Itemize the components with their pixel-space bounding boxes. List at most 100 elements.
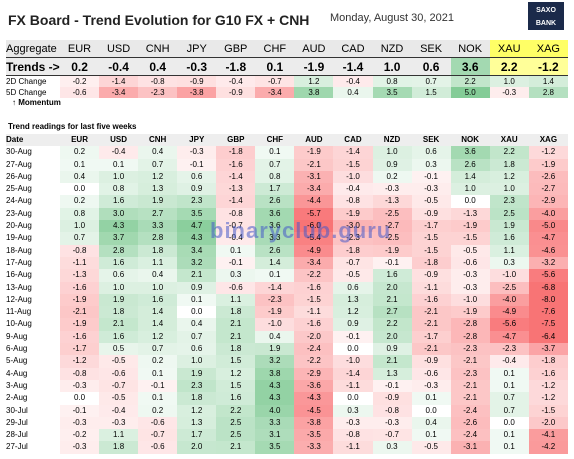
- value-cell: -3.4: [99, 87, 139, 98]
- value-cell: 1.0: [138, 281, 178, 294]
- value-cell: -0.1: [372, 256, 412, 270]
- value-cell: -0.9: [177, 75, 217, 87]
- value-cell: -1.0: [255, 318, 295, 331]
- row: 28-Jul -0.2 1.1 -0.7 1.7 2.5 3.1 -3.5 -0.8 -0.7 0.…: [6, 429, 568, 442]
- value-cell: 2.5: [216, 416, 256, 430]
- date: Monday, August 30, 2021: [330, 12, 454, 24]
- value-cell: 1.6: [216, 392, 256, 405]
- value-cell: -1.4: [333, 57, 373, 76]
- readings-title: Trend readings for last five weeks: [8, 122, 137, 131]
- value-cell: -1.4: [99, 75, 139, 87]
- readings-table: Date EUR USD CNH JPY GBP CHF AUD CAD NZD SEK NOK XAU…: [6, 134, 568, 454]
- value-cell: -1.0: [333, 355, 373, 368]
- value-cell: -1.7: [411, 220, 451, 233]
- value-cell: -0.1: [372, 379, 412, 393]
- value-cell: -2.1: [450, 355, 490, 368]
- value-cell: -2.5: [489, 281, 529, 294]
- row-label: 3-Aug: [6, 380, 28, 390]
- value-cell: 0.8: [99, 183, 139, 196]
- value-cell: 1.4: [255, 256, 295, 270]
- value-cell: -5.6: [528, 269, 568, 282]
- row: 5D Change -0.6 -3.4 -2.3 -3.8 -0.9 -3.4 3.8 0.4 3…: [6, 87, 568, 98]
- value-cell: -3.1: [294, 170, 334, 184]
- header: FX Board - Trend Evolution for G10 FX + …: [0, 0, 574, 38]
- value-cell: 1.7: [255, 183, 295, 196]
- value-cell: 2.1: [372, 293, 412, 307]
- value-cell: 1.0: [177, 355, 217, 368]
- value-cell: 2.2: [489, 57, 529, 76]
- value-cell: 1.6: [99, 195, 139, 208]
- value-cell: -2.1: [294, 158, 334, 171]
- value-cell: 2.2: [372, 318, 412, 331]
- value-cell: 3.6: [255, 207, 295, 221]
- column-header: NOK: [450, 134, 490, 147]
- value-cell: -0.4: [99, 146, 139, 159]
- value-cell: -1.5: [411, 232, 451, 245]
- column-header: SEK: [411, 134, 451, 147]
- value-cell: 4.3: [99, 220, 139, 233]
- value-cell: 0.2: [60, 146, 100, 159]
- value-cell: -0.6: [138, 416, 178, 430]
- row-label: 4-Aug: [6, 368, 28, 378]
- value-cell: -0.8: [372, 404, 412, 417]
- value-cell: 2.3: [177, 195, 217, 208]
- column-header: NZD: [372, 40, 412, 58]
- value-cell: 2.0: [177, 441, 217, 454]
- value-cell: 0.6: [177, 343, 217, 356]
- value-cell: -1.7: [60, 343, 100, 356]
- value-cell: -1.8: [216, 57, 256, 76]
- value-cell: -0.7: [138, 429, 178, 442]
- value-cell: -0.3: [489, 87, 529, 98]
- value-cell: -1.3: [450, 207, 490, 221]
- value-cell: -1.1: [294, 306, 334, 319]
- value-cell: -1.4: [216, 195, 256, 208]
- value-cell: -3.6: [294, 379, 334, 393]
- value-cell: -8.0: [528, 293, 568, 307]
- value-cell: 0.1: [255, 146, 295, 159]
- summary-table: Aggregate EUR USD CNH JPY GBP CHF AUD CAD NZD SEK N…: [6, 40, 568, 98]
- value-cell: 1.1: [216, 293, 256, 307]
- row-label: 6-Aug: [6, 344, 28, 354]
- value-cell: -0.3: [372, 183, 412, 196]
- value-cell: 0.1: [177, 293, 217, 307]
- column-header: CHF: [255, 134, 295, 147]
- value-cell: 0.1: [411, 429, 451, 442]
- value-cell: -4.0: [489, 293, 529, 307]
- value-cell: 0.0: [347, 393, 359, 403]
- value-cell: 1.8: [216, 306, 256, 319]
- value-cell: -1.6: [528, 367, 568, 380]
- row-label: 27-Aug: [6, 159, 32, 169]
- value-cell: 0.4: [138, 146, 178, 159]
- value-cell: -1.6: [294, 281, 334, 294]
- value-cell: 1.2: [333, 306, 373, 319]
- value-cell: -0.5: [411, 441, 451, 454]
- value-cell: 0.1: [138, 367, 178, 380]
- value-cell: 0.7: [60, 232, 100, 245]
- value-cell: 2.7: [138, 207, 178, 221]
- value-cell: -1.2: [60, 355, 100, 368]
- value-cell: -0.1: [60, 404, 100, 417]
- row: 2D Change -0.2 -1.4 -0.8 -0.9 -0.4 -0.7 1.2 -0.4…: [6, 75, 568, 87]
- value-cell: 0.3: [216, 269, 256, 282]
- value-cell: -0.3: [411, 183, 451, 196]
- value-cell: -1.2: [528, 379, 568, 393]
- column-header: XAU: [489, 134, 529, 147]
- value-cell: -1.2: [528, 392, 568, 405]
- row-label: 29-Jul: [6, 417, 28, 427]
- value-cell: 1.3: [138, 183, 178, 196]
- value-cell: -1.9: [528, 158, 568, 171]
- row: 13-Aug -1.6 1.0 1.0 0.9 -0.6 -1.4 -1.6 0.6 2.0 -1.…: [6, 281, 568, 294]
- value-cell: 2.1: [99, 318, 139, 331]
- value-cell: 0.1: [489, 367, 529, 380]
- value-cell: 1.8: [99, 306, 139, 319]
- value-cell: 1.9: [99, 293, 139, 307]
- value-cell: -1.9: [294, 146, 334, 159]
- value-cell: 2.2: [216, 404, 256, 417]
- row-label: 24-Aug: [6, 196, 32, 206]
- value-cell: 4.3: [255, 379, 295, 393]
- value-cell: 0.9: [177, 183, 217, 196]
- value-cell: 0.3: [411, 158, 451, 171]
- row: Trends -> 0.2 -0.4 0.4 -0.3 -1.8 0.1 -1.9 -1.4 1.…: [6, 57, 568, 76]
- value-cell: 3.5: [177, 207, 217, 221]
- column-header: XAG: [528, 40, 568, 58]
